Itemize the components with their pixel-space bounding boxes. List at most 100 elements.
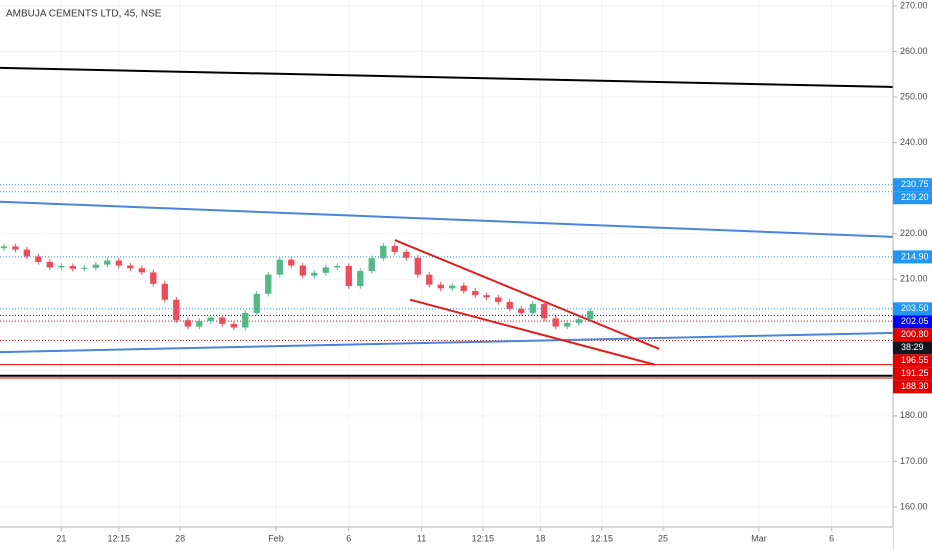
candle-body bbox=[196, 321, 203, 327]
candle-body bbox=[449, 285, 456, 289]
candle-body bbox=[575, 319, 582, 323]
level-label-box bbox=[893, 367, 932, 381]
level-label: 203.50 bbox=[901, 303, 929, 313]
time-axis bbox=[0, 527, 893, 550]
level-label-box bbox=[893, 354, 932, 368]
y-tick-label: 270.00 bbox=[900, 0, 928, 10]
x-tick-label: 12:15 bbox=[108, 533, 131, 543]
level-label-box bbox=[893, 315, 932, 329]
level-label-box bbox=[893, 341, 932, 355]
candle-body bbox=[403, 251, 410, 258]
candle-body bbox=[391, 245, 398, 252]
candle-body bbox=[115, 260, 122, 266]
candle-body bbox=[472, 291, 479, 296]
candle-body bbox=[173, 299, 180, 321]
trend-line bbox=[394, 239, 660, 350]
candle-body bbox=[368, 258, 375, 272]
candle-body bbox=[138, 268, 145, 273]
candle-body bbox=[518, 308, 525, 313]
axes: 160.00170.00180.00190.00200.00210.00220.… bbox=[56, 0, 932, 543]
candle-body bbox=[322, 267, 329, 273]
level-label: 188.30 bbox=[901, 381, 929, 391]
level-label-box bbox=[893, 178, 932, 192]
candle-body bbox=[564, 322, 571, 327]
y-tick-label: 240.00 bbox=[900, 137, 928, 147]
trend-line bbox=[0, 331, 894, 354]
candle-body bbox=[12, 246, 19, 250]
trend-line bbox=[0, 200, 894, 238]
candle-body bbox=[587, 311, 594, 320]
candle-body bbox=[253, 293, 260, 313]
x-tick-label: 6 bbox=[829, 533, 834, 543]
level-label: 200.80 bbox=[901, 329, 929, 339]
candle-body bbox=[69, 266, 76, 269]
candle-body bbox=[357, 271, 364, 287]
candle-body bbox=[460, 285, 467, 292]
candle-body bbox=[437, 284, 444, 289]
level-label: 229.20 bbox=[901, 192, 929, 202]
candle-body bbox=[161, 283, 168, 300]
level-label-box bbox=[893, 250, 932, 264]
level-label: 202.05 bbox=[901, 316, 929, 326]
candle-body bbox=[288, 259, 295, 266]
x-tick-label: 12:15 bbox=[472, 533, 495, 543]
candle-body bbox=[23, 249, 30, 257]
candle-body bbox=[276, 259, 283, 275]
x-tick-label: 11 bbox=[417, 533, 426, 543]
chart-title: AMBUJA CEMENTS LTD, 45, NSE bbox=[6, 9, 162, 20]
candle-body bbox=[552, 318, 559, 327]
y-tick-label: 250.00 bbox=[900, 91, 928, 101]
x-tick-label: Feb bbox=[268, 533, 284, 543]
candle-body bbox=[104, 260, 111, 265]
candle-body bbox=[81, 267, 88, 269]
candle-body bbox=[541, 303, 548, 319]
candle-body bbox=[334, 266, 341, 268]
x-tick-label: 25 bbox=[658, 533, 668, 543]
price-axis bbox=[893, 0, 932, 550]
candle-body bbox=[380, 245, 387, 259]
candle-body bbox=[127, 265, 134, 269]
candle-body bbox=[345, 266, 352, 287]
candle-body bbox=[242, 312, 249, 328]
candle-body bbox=[426, 274, 433, 285]
candle-body bbox=[207, 317, 214, 322]
candle-body bbox=[495, 297, 502, 302]
y-tick-label: 220.00 bbox=[900, 228, 928, 238]
level-label: 214.90 bbox=[901, 251, 929, 261]
candle-body bbox=[506, 301, 513, 309]
candle-body bbox=[219, 317, 226, 324]
y-tick-label: 170.00 bbox=[900, 456, 928, 466]
y-tick-label: 180.00 bbox=[900, 410, 928, 420]
y-tick-label: 210.00 bbox=[900, 274, 928, 284]
y-tick-label: 260.00 bbox=[900, 46, 928, 56]
level-label: 38:29 bbox=[901, 342, 924, 352]
candle-body bbox=[58, 266, 65, 268]
x-tick-label: 6 bbox=[346, 533, 351, 543]
candle-body bbox=[35, 256, 42, 262]
candle-body bbox=[414, 257, 421, 275]
x-tick-label: 12:15 bbox=[590, 533, 613, 543]
y-tick-label: 160.00 bbox=[900, 501, 928, 511]
level-label-box bbox=[893, 302, 932, 316]
candle-body bbox=[150, 272, 157, 284]
x-tick-label: 21 bbox=[56, 533, 66, 543]
level-label: 196.55 bbox=[901, 355, 929, 365]
level-label-box bbox=[893, 380, 932, 394]
candle-body bbox=[46, 261, 53, 268]
level-label: 191.25 bbox=[901, 368, 929, 378]
candle-body bbox=[299, 265, 306, 276]
candle-body bbox=[184, 320, 191, 327]
candle-body bbox=[529, 303, 536, 313]
candle-body bbox=[265, 274, 272, 294]
candle-body bbox=[311, 272, 318, 276]
x-tick-label: 28 bbox=[175, 533, 185, 543]
trend-line bbox=[409, 298, 656, 366]
candle-body bbox=[483, 295, 490, 298]
trend-line bbox=[0, 66, 894, 88]
level-label-box bbox=[893, 191, 932, 205]
x-tick-label: 18 bbox=[535, 533, 545, 543]
level-label: 230.75 bbox=[901, 179, 929, 189]
candle-body bbox=[0, 246, 7, 249]
candle-body bbox=[92, 264, 99, 268]
